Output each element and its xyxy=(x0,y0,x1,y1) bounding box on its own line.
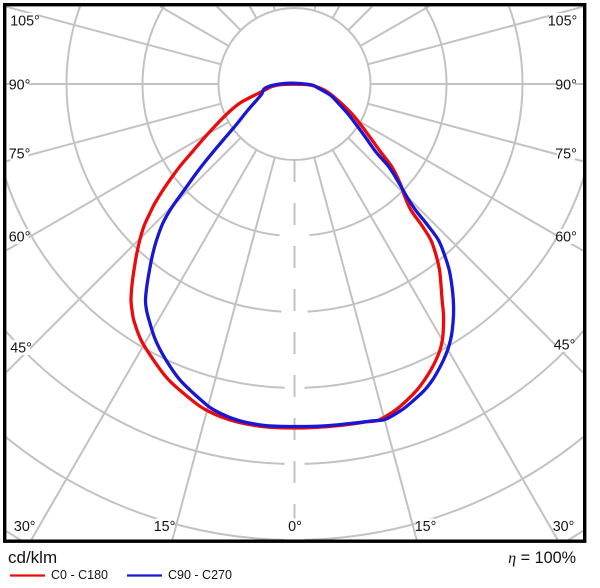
svg-text:30°: 30° xyxy=(553,519,575,535)
svg-text:90°: 90° xyxy=(555,78,577,94)
svg-text:45°: 45° xyxy=(554,338,576,354)
svg-text:105°: 105° xyxy=(548,14,578,30)
svg-text:90°: 90° xyxy=(9,78,31,94)
svg-text:15°: 15° xyxy=(415,519,437,535)
svg-text:C0 - C180: C0 - C180 xyxy=(51,568,108,582)
svg-text:60°: 60° xyxy=(9,230,31,246)
svg-text:15°: 15° xyxy=(154,519,176,535)
svg-text:0°: 0° xyxy=(288,519,302,535)
svg-text:η = 100%: η = 100% xyxy=(508,549,576,567)
svg-text:75°: 75° xyxy=(9,147,31,163)
svg-text:60°: 60° xyxy=(555,230,577,246)
svg-text:105°: 105° xyxy=(10,14,40,30)
svg-text:cd/klm: cd/klm xyxy=(8,548,57,567)
svg-text:45°: 45° xyxy=(10,341,32,357)
svg-text:75°: 75° xyxy=(555,147,577,163)
svg-text:C90 - C270: C90 - C270 xyxy=(168,568,232,582)
svg-text:30°: 30° xyxy=(14,519,36,535)
